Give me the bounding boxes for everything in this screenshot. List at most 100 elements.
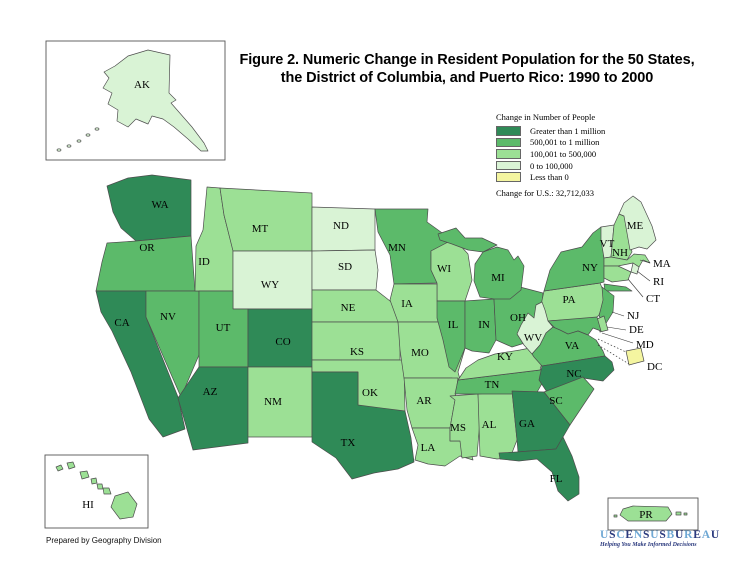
legend-row: 100,001 to 500,000 [492,148,682,160]
hawaii-island [96,483,104,490]
legend-swatch-100k-500k [496,149,521,159]
state-label-al: AL [482,419,497,431]
puerto-rico-small-island [675,511,682,516]
state-new-york-long-island [603,283,633,292]
hawaii-big-island [110,491,138,520]
hawaii-island [66,461,76,470]
state-label-ak: AK [134,79,150,91]
state-label-de: DE [629,324,644,336]
legend-label: Greater than 1 million [530,125,606,136]
state-label-nc: NC [566,368,581,380]
hawaii-island [102,487,112,495]
alaska-aleutian-island [94,127,100,131]
dc-callout-line [597,344,630,365]
state-label-va: VA [565,340,580,352]
state-label-la: LA [421,442,436,454]
state-label-wy: WY [261,279,279,291]
state-nevada [145,290,200,398]
puerto-rico-small-island [613,514,618,518]
state-michigan-lower [473,246,525,300]
state-label-tn: TN [485,379,500,391]
legend-label: 0 to 100,000 [530,160,573,171]
figure-title-line1: Figure 2. Numeric Change in Resident Pop… [239,52,695,68]
state-arizona [177,366,249,451]
state-label-ma: MA [653,258,671,270]
legend-label: 500,001 to 1 million [530,137,600,148]
state-label-az: AZ [203,386,218,398]
state-label-mn: MN [388,242,406,254]
state-texas [311,371,415,480]
legend-label: 100,001 to 500,000 [530,148,597,159]
state-label-ut: UT [216,322,231,334]
hawaii-inset-box [44,454,149,529]
state-south-dakota [311,249,379,291]
legend-swatch-500k-1m [496,137,521,148]
census-bureau-logo: USCENSUSBUREAU Helping You Make Informed… [600,529,740,548]
state-label-in: IN [478,319,490,331]
state-new-york [543,226,605,292]
dc-callout-line [597,338,627,353]
leader-line-ma [639,259,651,264]
leader-line-ct [627,278,644,298]
state-label-pa: PA [562,294,575,306]
alaska-aleutian-island [76,139,82,143]
state-label-oh: OH [510,312,526,324]
state-west-virginia [516,301,554,355]
leader-line-md [601,332,634,344]
credit-line: Prepared by Geography Division [46,536,162,545]
state-label-ms: MS [450,422,466,434]
state-label-nh: NH [612,247,628,259]
legend-row: Less than 0 [492,171,682,183]
state-label-ia: IA [401,298,413,310]
state-label-ri: RI [653,276,664,288]
state-label-hi: HI [82,499,94,511]
state-label-me: ME [627,220,644,232]
state-label-ct: CT [646,293,660,305]
state-label-mo: MO [411,347,429,359]
census-logo-wordmark: USCENSUSBUREAU [600,529,720,541]
state-label-md: MD [636,339,654,351]
state-label-ar: AR [416,395,432,407]
leader-line-ri [636,270,651,282]
state-label-vt: VT [600,238,615,250]
state-label-dc: DC [647,361,662,373]
state-label-sc: SC [549,395,562,407]
state-label-nm: NM [264,396,282,408]
state-label-co: CO [275,336,290,348]
legend-swatch-gt1m [496,126,521,136]
hawaii-island [79,470,90,480]
puerto-rico-island [619,505,673,522]
legend-label: Less than 0 [530,172,569,183]
legend-us-change: Change for U.S.: 32,712,033 [496,187,594,198]
alaska-aleutian-island [66,144,72,148]
legend-swatch-less-than-0 [496,172,521,182]
legend-row: 500,001 to 1 million [492,137,682,149]
state-label-ky: KY [497,351,513,363]
state-montana [219,187,313,252]
census-logo-tagline: Helping You Make Informed Decisions [600,542,697,548]
state-maine [618,195,657,251]
state-label-sd: SD [338,261,352,273]
state-label-il: IL [448,319,459,331]
state-florida [498,436,580,502]
state-label-wi: WI [437,263,451,275]
figure-title-line2: the District of Columbia, and Puerto Ric… [280,69,654,86]
alaska-inset-box [45,40,226,161]
state-label-ne: NE [341,302,356,314]
state-label-ny: NY [582,262,598,274]
state-label-wa: WA [151,199,168,211]
state-label-nd: ND [333,220,349,232]
state-label-ks: KS [350,346,364,358]
puerto-rico-inset-box [607,497,699,531]
state-label-id: ID [198,256,210,268]
alaska-aleutian-island [56,148,62,152]
leader-line-de [606,326,627,331]
state-label-mt: MT [252,223,269,235]
legend-swatch-0-100k [496,160,521,171]
state-label-nj: NJ [627,310,640,322]
state-alaska [102,49,209,152]
state-label-pr: PR [639,509,653,521]
hawaii-island [55,464,64,472]
